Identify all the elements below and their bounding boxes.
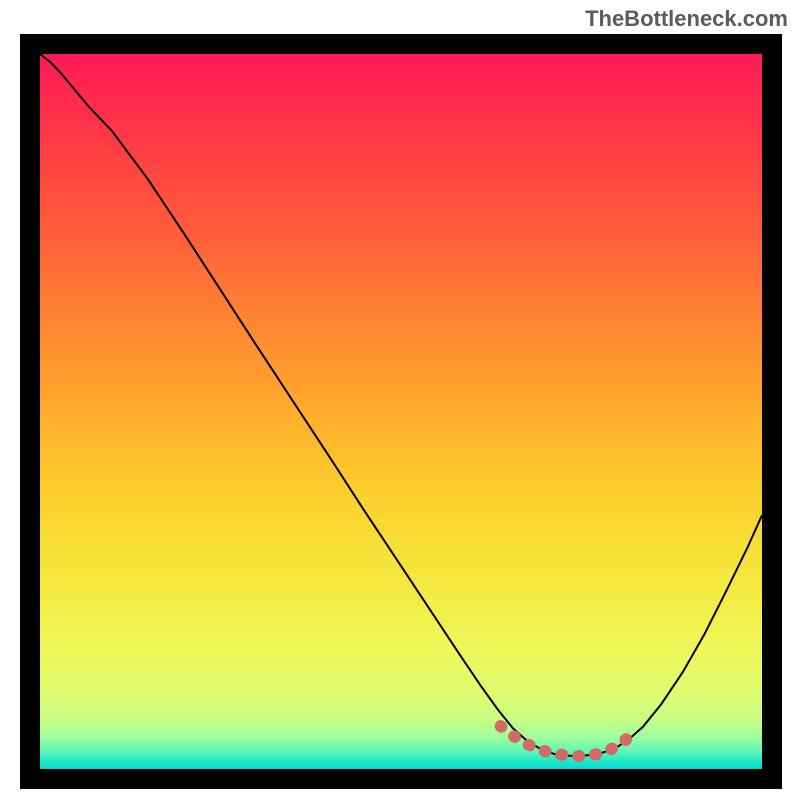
watermark-label: TheBottleneck.com: [585, 6, 788, 32]
bottom-segment-svg: [40, 54, 762, 769]
chart-container: TheBottleneck.com: [0, 0, 800, 800]
plot-area: [40, 54, 762, 769]
